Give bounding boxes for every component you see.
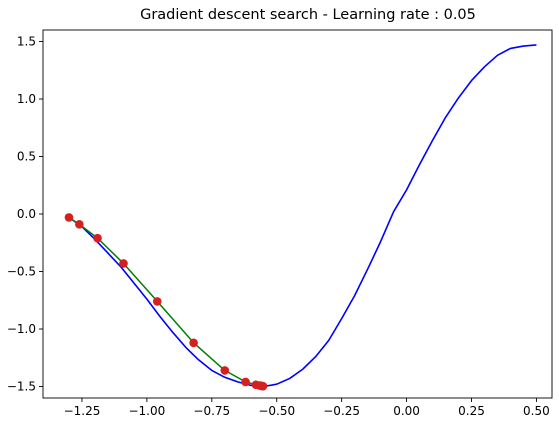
descent-step-point	[152, 297, 162, 306]
descent-step-point	[220, 366, 230, 375]
y-tick-label: 0.0	[17, 207, 36, 221]
descent-step-point	[119, 259, 128, 268]
descent-step-point	[93, 233, 102, 243]
y-tick-label: −0.5	[7, 265, 36, 279]
chart-title: Gradient descent search - Learning rate …	[140, 7, 476, 23]
x-tick-label: −0.50	[258, 404, 295, 418]
function-curve	[68, 44, 537, 388]
y-tick-label: 0.5	[17, 150, 36, 164]
x-tick-label: 0.25	[458, 404, 485, 418]
x-tick-label: 0.50	[523, 404, 550, 418]
y-tick-label: −1.0	[7, 322, 36, 336]
descent-step-point	[258, 381, 268, 391]
x-tick-label: −1.00	[128, 404, 165, 418]
y-tick-label: 1.0	[17, 92, 36, 106]
descent-step-point	[75, 220, 84, 229]
x-tick-label: −0.75	[193, 404, 230, 418]
axes-frame	[42, 29, 553, 399]
y-tick-label: −1.5	[7, 380, 36, 394]
descent-step-point	[189, 338, 198, 348]
x-tick-label: 0.00	[393, 404, 420, 418]
x-tick-label: −0.25	[323, 404, 360, 418]
axes: −1.25 −1.00 −0.75 −0.50 −0.25 0.00 0.25 0.50 −1.…	[7, 35, 550, 419]
y-tick-label: 1.5	[17, 35, 36, 49]
plot-area	[64, 44, 537, 391]
descent-step-point	[64, 213, 74, 222]
descent-step-point	[241, 377, 250, 387]
x-tick-label: −1.25	[64, 404, 101, 418]
